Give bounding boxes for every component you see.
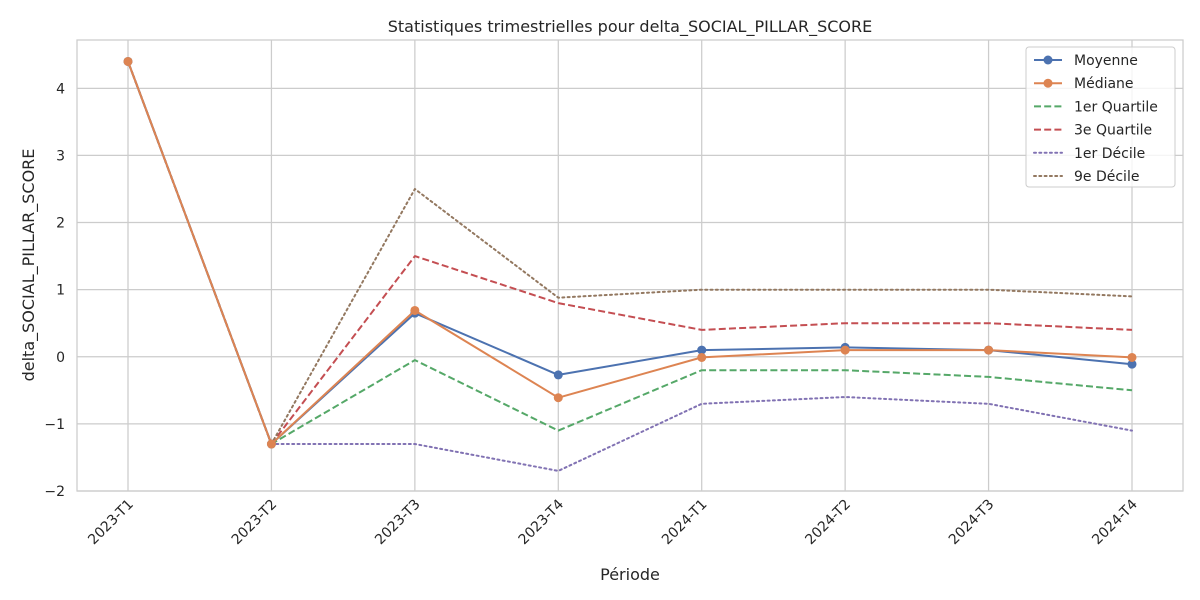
series-line-1er-quartile xyxy=(127,61,1133,445)
plot-frame xyxy=(76,39,1184,492)
data-point-moyenne xyxy=(553,370,563,380)
legend-label: 1er Quartile xyxy=(1074,99,1158,115)
data-point-mediane xyxy=(1127,352,1137,362)
x-axis-title: Période xyxy=(600,565,660,584)
chart-title: Statistiques trimestrielles pour delta_S… xyxy=(388,17,872,37)
y-tick-label: 0 xyxy=(56,350,65,366)
legend-item-1er-decile: 1er Décile xyxy=(1033,146,1145,162)
legend-marker xyxy=(1043,78,1053,88)
y-tick-label: 4 xyxy=(56,81,65,97)
series-line-9e-decile xyxy=(127,60,1133,445)
y-axis-title: delta_SOCIAL_PILLAR_SCORE xyxy=(19,149,39,382)
legend: Moyenne Médiane 1er Quartile 3e Quartile 1er… xyxy=(1025,46,1176,188)
legend-label: 3e Quartile xyxy=(1074,123,1152,139)
series-group xyxy=(123,56,1137,472)
y-tick-label: −2 xyxy=(44,484,65,500)
data-point-mediane xyxy=(984,345,994,355)
data-point-mediane xyxy=(266,439,276,449)
legend-item-1er-quartile: 1er Quartile xyxy=(1034,99,1158,115)
legend-item-3e-quartile: 3e Quartile xyxy=(1034,123,1152,139)
data-point-mediane xyxy=(410,305,420,315)
series-9e-decile xyxy=(127,60,1133,445)
data-point-mediane xyxy=(840,345,850,355)
legend-label: Médiane xyxy=(1074,76,1134,92)
legend-label: 1er Décile xyxy=(1074,146,1145,162)
data-point-mediane xyxy=(123,56,133,66)
legend-marker xyxy=(1043,55,1053,65)
series-line-mediane xyxy=(127,61,1133,445)
y-tick-label: −1 xyxy=(44,417,65,433)
series-line-3e-quartile xyxy=(127,61,1133,445)
legend-item-mediane: Médiane xyxy=(1034,76,1134,92)
y-tick-label: 3 xyxy=(56,148,65,164)
grid xyxy=(77,40,1183,492)
series-1er-quartile xyxy=(127,61,1133,445)
data-point-mediane xyxy=(697,352,707,362)
y-tick-label: 2 xyxy=(56,216,65,232)
legend-label: Moyenne xyxy=(1074,53,1138,69)
legend-item-moyenne: Moyenne xyxy=(1034,53,1138,69)
series-3e-quartile xyxy=(127,61,1133,445)
legend-item-9e-decile: 9e Décile xyxy=(1033,169,1139,185)
data-point-mediane xyxy=(553,393,563,403)
data-point-moyenne xyxy=(1127,359,1137,369)
legend-box xyxy=(1025,46,1176,188)
legend-label: 9e Décile xyxy=(1074,169,1139,185)
series-1er-decile xyxy=(127,60,1133,472)
series-mediane xyxy=(123,56,1137,449)
series-line-1er-decile xyxy=(127,60,1133,472)
y-tick-label: 1 xyxy=(56,283,65,299)
data-point-moyenne xyxy=(697,345,707,355)
